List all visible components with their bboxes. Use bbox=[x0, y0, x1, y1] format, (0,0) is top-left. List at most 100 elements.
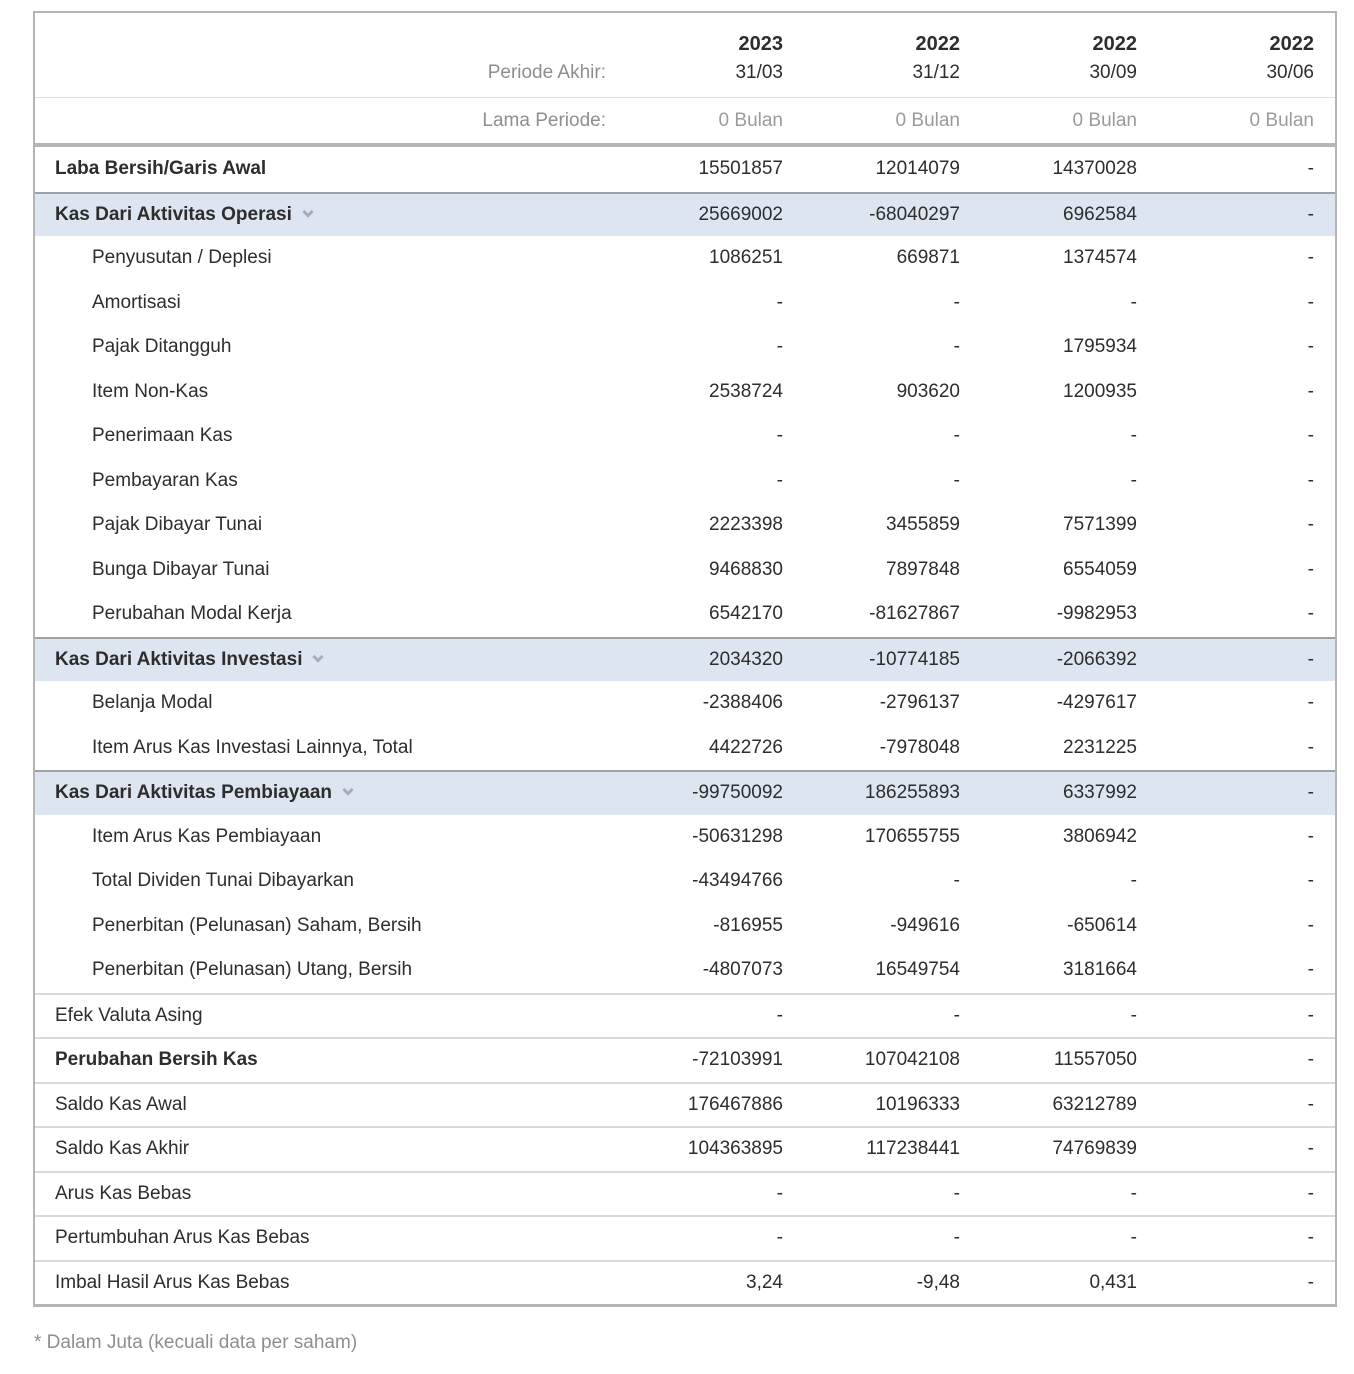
value-cell: - bbox=[1130, 469, 1137, 491]
row-label: Item Arus Kas Pembiayaan bbox=[35, 826, 606, 848]
lama-periode-label: Lama Periode: bbox=[482, 109, 606, 131]
value-cell: - bbox=[1307, 1138, 1314, 1160]
row-label-text: Kas Dari Aktivitas Operasi bbox=[55, 203, 292, 225]
period-header-row: Periode Akhir: 2023 31/03 2022 31/12 2022 30/… bbox=[35, 13, 1335, 97]
value-cell: -650614 bbox=[1067, 914, 1137, 936]
row-label: Pajak Dibayar Tunai bbox=[35, 514, 606, 536]
footnote: * Dalam Juta (kecuali data per saham) bbox=[34, 1332, 358, 1353]
value-cell: - bbox=[1307, 825, 1314, 847]
row-label-text: Total Dividen Tunai Dibayarkan bbox=[92, 870, 354, 892]
table-row: Belanja Modal -2388406 -2796137 -4297617 - bbox=[35, 681, 1335, 726]
row-label: Belanja Modal bbox=[35, 692, 606, 714]
value-cell: - bbox=[776, 336, 783, 358]
row-label: Saldo Kas Akhir bbox=[35, 1138, 606, 1160]
value-cell: 0,431 bbox=[1089, 1271, 1137, 1293]
row-label: Bunga Dibayar Tunai bbox=[35, 559, 606, 581]
value-cell: 3455859 bbox=[886, 514, 960, 536]
value-cell: - bbox=[1307, 1271, 1314, 1293]
value-cell: -816955 bbox=[713, 914, 783, 936]
row-label-text: Amortisasi bbox=[92, 291, 181, 313]
value-cell: - bbox=[953, 469, 960, 491]
value-cell: 2231225 bbox=[1063, 736, 1137, 758]
value-cell: 6337992 bbox=[1063, 782, 1137, 804]
row-label-text: Kas Dari Aktivitas Pembiayaan bbox=[55, 782, 333, 804]
section-row[interactable]: Kas Dari Aktivitas Operasi 25669002 -68040… bbox=[35, 191, 1335, 236]
value-cell: 2538724 bbox=[709, 380, 783, 402]
table-row: Pembayaran Kas - - - - bbox=[35, 458, 1335, 503]
table-row: Total Dividen Tunai Dibayarkan -43494766 -… bbox=[35, 859, 1335, 904]
value-cell: - bbox=[1307, 336, 1314, 358]
value-cell: 16549754 bbox=[875, 959, 960, 981]
row-label-text: Imbal Hasil Arus Kas Bebas bbox=[55, 1271, 290, 1293]
row-label-text: Penerimaan Kas bbox=[92, 425, 233, 447]
row-label: Pajak Ditangguh bbox=[35, 336, 606, 358]
row-label-text: Penerbitan (Pelunasan) Utang, Bersih bbox=[92, 959, 413, 981]
value-cell: - bbox=[1130, 1182, 1137, 1204]
value-cell: - bbox=[1307, 648, 1314, 670]
table-row: Penerbitan (Pelunasan) Utang, Bersih -480… bbox=[35, 948, 1335, 993]
value-cell: - bbox=[1130, 1227, 1137, 1249]
value-cell: -4297617 bbox=[1056, 692, 1137, 714]
value-cell: - bbox=[1130, 1004, 1137, 1026]
column-date: 30/06 bbox=[1266, 62, 1314, 83]
row-label: Kas Dari Aktivitas Investasi bbox=[35, 649, 606, 671]
column-date: 30/09 bbox=[1089, 62, 1137, 83]
periode-akhir-label: Periode Akhir: bbox=[487, 62, 606, 83]
value-cell: 9468830 bbox=[709, 558, 783, 580]
value-cell: -50631298 bbox=[692, 825, 783, 847]
column-header-2: 2022 30/09 bbox=[960, 30, 1137, 87]
row-label-text: Saldo Kas Akhir bbox=[55, 1138, 190, 1160]
value-cell: 176467886 bbox=[687, 1093, 783, 1115]
section-row[interactable]: Kas Dari Aktivitas Investasi 2034320 -1077… bbox=[35, 636, 1335, 681]
value-cell: 11557050 bbox=[1053, 1049, 1137, 1071]
table-row: Perubahan Bersih Kas -72103991 107042108 11… bbox=[35, 1037, 1335, 1082]
row-label: Pertumbuhan Arus Kas Bebas bbox=[35, 1227, 606, 1249]
row-label-text: Laba Bersih/Garis Awal bbox=[55, 158, 267, 180]
table-row: Item Arus Kas Pembiayaan -50631298 1706557… bbox=[35, 814, 1335, 859]
value-cell: 2034320 bbox=[709, 648, 783, 670]
value-cell: - bbox=[953, 870, 960, 892]
value-cell: 12014079 bbox=[875, 158, 960, 180]
row-label: Perubahan Bersih Kas bbox=[35, 1049, 606, 1071]
section-row[interactable]: Kas Dari Aktivitas Pembiayaan -99750092 18… bbox=[35, 770, 1335, 815]
value-cell: 4422726 bbox=[709, 736, 783, 758]
value-cell: - bbox=[1307, 291, 1314, 313]
value-cell: 63212789 bbox=[1052, 1093, 1137, 1115]
value-cell: - bbox=[1307, 603, 1314, 625]
value-cell: 14370028 bbox=[1052, 158, 1137, 180]
value-cell: -9,48 bbox=[916, 1271, 960, 1293]
value-cell: 903620 bbox=[896, 380, 960, 402]
row-label-text: Pajak Ditangguh bbox=[92, 336, 232, 358]
value-cell: - bbox=[1307, 1227, 1314, 1249]
row-label: Penyusutan / Deplesi bbox=[35, 247, 606, 269]
table-row: Saldo Kas Akhir 104363895 117238441 7476983… bbox=[35, 1126, 1335, 1171]
value-cell: -2066392 bbox=[1056, 648, 1137, 670]
value-cell: - bbox=[776, 425, 783, 447]
value-cell: -9982953 bbox=[1056, 603, 1137, 625]
row-label-text: Pajak Dibayar Tunai bbox=[92, 514, 263, 536]
table-row: Efek Valuta Asing - - - - bbox=[35, 992, 1335, 1037]
value-cell: 170655755 bbox=[864, 825, 960, 847]
row-label: Perubahan Modal Kerja bbox=[35, 603, 606, 625]
value-cell: - bbox=[953, 336, 960, 358]
value-cell: -2796137 bbox=[879, 692, 960, 714]
value-cell: 117238441 bbox=[866, 1138, 960, 1160]
table-row: Bunga Dibayar Tunai 9468830 7897848 6554059… bbox=[35, 547, 1335, 592]
column-period-length: 0 Bulan bbox=[1249, 109, 1314, 131]
value-cell: - bbox=[1307, 425, 1314, 447]
value-cell: - bbox=[776, 1227, 783, 1249]
value-cell: - bbox=[1307, 380, 1314, 402]
column-year: 2022 bbox=[915, 33, 961, 55]
value-cell: -10774185 bbox=[869, 648, 960, 670]
row-label-text: Item Arus Kas Pembiayaan bbox=[92, 825, 322, 847]
value-cell: -43494766 bbox=[692, 870, 783, 892]
value-cell: 6554059 bbox=[1063, 558, 1137, 580]
value-cell: -68040297 bbox=[869, 203, 960, 225]
value-cell: - bbox=[953, 291, 960, 313]
chevron-down-icon bbox=[312, 651, 325, 663]
row-label-text: Saldo Kas Awal bbox=[55, 1093, 187, 1115]
value-cell: -949616 bbox=[890, 914, 960, 936]
value-cell: - bbox=[953, 1004, 960, 1026]
value-cell: 186255893 bbox=[864, 782, 960, 804]
row-label-text: Item Arus Kas Investasi Lainnya, Total bbox=[92, 736, 413, 758]
